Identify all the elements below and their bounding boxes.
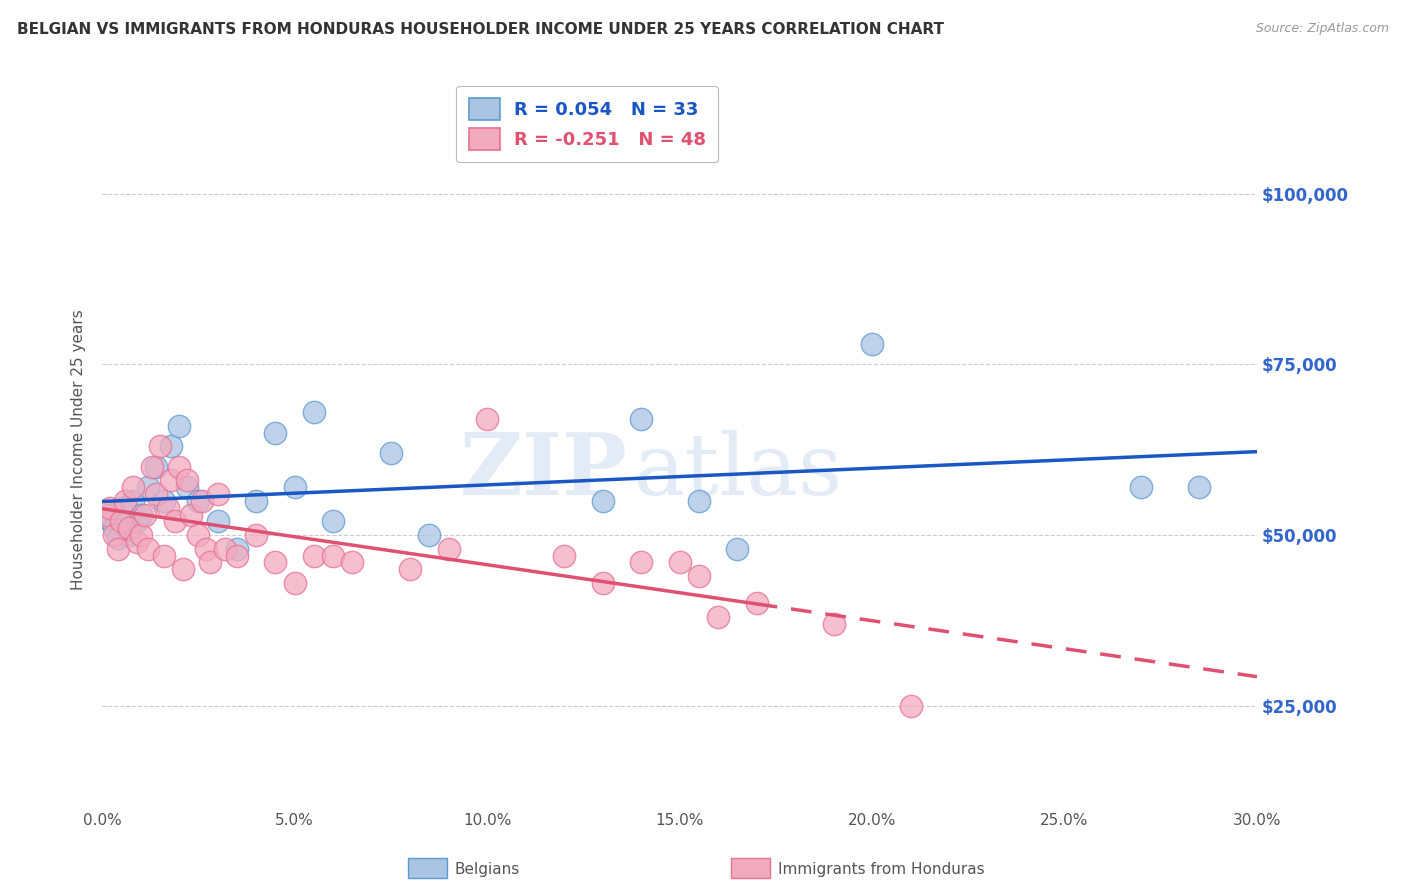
Point: [118, 528, 141, 542]
Point: [138, 541, 160, 556]
Point: [156, 500, 179, 515]
Point: [1130, 480, 1153, 494]
Point: [176, 474, 198, 488]
Point: [207, 487, 229, 501]
Point: [114, 515, 136, 529]
Point: [418, 528, 440, 542]
Point: [264, 555, 287, 569]
Point: [668, 555, 690, 569]
Y-axis label: Householder Income Under 25 years: Householder Income Under 25 years: [72, 310, 86, 591]
Point: [129, 528, 152, 542]
Point: [745, 596, 768, 610]
Legend: R = 0.054   N = 33, R = -0.251   N = 48: R = 0.054 N = 33, R = -0.251 N = 48: [457, 86, 718, 162]
Point: [707, 610, 730, 624]
Point: [264, 425, 287, 440]
Point: [125, 515, 148, 529]
Point: [214, 541, 236, 556]
Point: [630, 412, 652, 426]
Point: [103, 521, 125, 535]
Point: [900, 698, 922, 713]
Point: [284, 575, 307, 590]
Point: [145, 459, 167, 474]
Point: [630, 555, 652, 569]
Point: [118, 521, 141, 535]
Point: [114, 494, 136, 508]
Point: [245, 528, 267, 542]
Point: [103, 528, 125, 542]
Point: [322, 549, 344, 563]
Point: [145, 487, 167, 501]
Point: [122, 494, 145, 508]
Point: [475, 412, 498, 426]
Point: [110, 515, 132, 529]
Point: [172, 562, 194, 576]
Point: [322, 515, 344, 529]
Point: [167, 418, 190, 433]
Text: Source: ZipAtlas.com: Source: ZipAtlas.com: [1256, 22, 1389, 36]
Point: [122, 480, 145, 494]
Point: [553, 549, 575, 563]
Text: Immigrants from Honduras: Immigrants from Honduras: [778, 863, 984, 877]
Point: [187, 528, 209, 542]
Point: [110, 500, 132, 515]
Point: [198, 555, 221, 569]
Point: [399, 562, 422, 576]
Point: [1188, 480, 1211, 494]
Point: [823, 616, 845, 631]
Point: [195, 541, 218, 556]
Point: [165, 515, 187, 529]
Point: [226, 541, 249, 556]
Point: [860, 337, 883, 351]
Point: [688, 494, 710, 508]
Point: [134, 508, 156, 522]
Point: [187, 494, 209, 508]
Point: [437, 541, 460, 556]
Point: [284, 480, 307, 494]
Point: [380, 446, 402, 460]
Point: [107, 541, 129, 556]
Point: [107, 532, 129, 546]
Point: [94, 511, 117, 525]
Point: [302, 549, 325, 563]
Point: [149, 439, 172, 453]
Point: [129, 508, 152, 522]
Point: [94, 508, 117, 522]
Point: [592, 494, 614, 508]
Text: atlas: atlas: [633, 430, 842, 513]
Point: [302, 405, 325, 419]
Point: [180, 508, 202, 522]
Point: [245, 494, 267, 508]
Point: [342, 555, 364, 569]
Point: [176, 480, 198, 494]
Point: [141, 459, 163, 474]
Point: [688, 569, 710, 583]
Point: [191, 494, 214, 508]
Point: [125, 534, 148, 549]
Point: [152, 549, 174, 563]
Point: [98, 500, 121, 515]
Point: [592, 575, 614, 590]
Point: [152, 494, 174, 508]
Text: Belgians: Belgians: [454, 863, 519, 877]
Text: ZIP: ZIP: [460, 429, 627, 513]
Point: [98, 508, 121, 522]
Point: [160, 474, 183, 488]
Point: [725, 541, 748, 556]
Point: [226, 549, 249, 563]
Text: BELGIAN VS IMMIGRANTS FROM HONDURAS HOUSEHOLDER INCOME UNDER 25 YEARS CORRELATIO: BELGIAN VS IMMIGRANTS FROM HONDURAS HOUS…: [17, 22, 943, 37]
Point: [160, 439, 183, 453]
Point: [167, 459, 190, 474]
Point: [207, 515, 229, 529]
Point: [138, 480, 160, 494]
